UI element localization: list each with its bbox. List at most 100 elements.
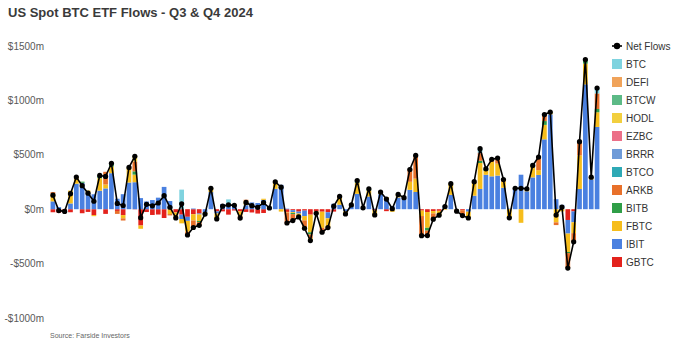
bar (103, 209, 108, 214)
bar (425, 209, 430, 210)
bar (308, 209, 313, 210)
bar (121, 215, 126, 218)
bar (150, 200, 155, 201)
bar (51, 192, 56, 193)
bar (261, 198, 266, 199)
bar (302, 216, 307, 220)
net-flow-point (571, 239, 576, 244)
bar (437, 209, 442, 210)
bar (173, 209, 178, 210)
bar (320, 209, 325, 212)
net-flow-point (413, 153, 418, 158)
legend-swatch (612, 149, 622, 159)
bar (296, 209, 301, 210)
bar (437, 209, 442, 210)
bar (238, 209, 243, 210)
legend-swatch (612, 239, 622, 249)
net-flow-point (360, 205, 365, 210)
bar (156, 209, 161, 214)
net-flow-point (91, 199, 96, 204)
net-flow-point (97, 173, 102, 178)
net-flow-point (477, 146, 482, 151)
bar (314, 209, 319, 210)
bar (197, 209, 202, 213)
bar (150, 200, 155, 201)
bar (296, 209, 301, 210)
bar (308, 209, 313, 210)
bar (261, 198, 266, 199)
bar (115, 211, 120, 214)
net-flow-point (144, 202, 149, 207)
net-flow-line (53, 59, 597, 268)
bar (565, 209, 570, 210)
bar (250, 202, 255, 209)
bar (191, 208, 196, 209)
bar (168, 201, 173, 202)
bar (519, 174, 524, 175)
bar (320, 209, 325, 210)
bar (238, 209, 243, 210)
bar (308, 209, 313, 214)
bar (326, 209, 331, 210)
bar (460, 209, 465, 210)
bar (255, 202, 260, 203)
y-tick-label: $500m (13, 149, 44, 160)
bar (51, 192, 56, 193)
bar (185, 209, 190, 210)
bar (431, 209, 436, 210)
legend-swatch (612, 203, 622, 213)
net-flow-point (407, 167, 412, 172)
bar (320, 209, 325, 210)
bar (68, 203, 73, 209)
net-flow-point (56, 208, 61, 213)
net-flow-point (296, 214, 301, 219)
net-flow-point (214, 216, 219, 221)
bar (314, 209, 319, 210)
bar (255, 202, 260, 203)
bar (302, 209, 307, 210)
bar (308, 209, 313, 210)
bar (296, 212, 301, 214)
bar (290, 212, 295, 214)
bar (296, 209, 301, 211)
bar (425, 209, 430, 210)
bar (437, 209, 442, 210)
bar (238, 209, 243, 210)
chart: US Spot BTC ETF Flows - Q3 & Q4 2024-$10… (0, 0, 680, 353)
net-flow-point (197, 223, 202, 228)
bar (320, 209, 325, 210)
bar (290, 209, 295, 210)
bar (314, 209, 319, 210)
legend-label: GBTC (626, 257, 654, 268)
net-flow-point (524, 186, 529, 191)
bar (173, 209, 178, 210)
bar (437, 209, 442, 210)
bar (431, 209, 436, 210)
bar (162, 186, 167, 187)
bar (302, 209, 307, 210)
net-flow-point (501, 177, 506, 182)
bar (314, 209, 319, 210)
bar (296, 209, 301, 210)
bar (238, 209, 243, 210)
bar (308, 209, 313, 210)
bar (519, 174, 524, 175)
bar (244, 209, 249, 212)
bar (472, 196, 477, 209)
bar (302, 211, 307, 216)
legend-swatch (612, 257, 622, 267)
bar (191, 208, 196, 209)
bar (425, 209, 430, 210)
net-flow-point (530, 163, 535, 168)
bar (302, 209, 307, 210)
bar (565, 209, 570, 210)
bar (191, 208, 196, 210)
bar (565, 209, 570, 210)
bar (326, 209, 331, 210)
bar (255, 202, 260, 203)
bar (331, 204, 336, 209)
bar (261, 198, 266, 199)
bar (408, 190, 413, 209)
net-flow-point (121, 203, 126, 208)
bar (484, 171, 489, 175)
